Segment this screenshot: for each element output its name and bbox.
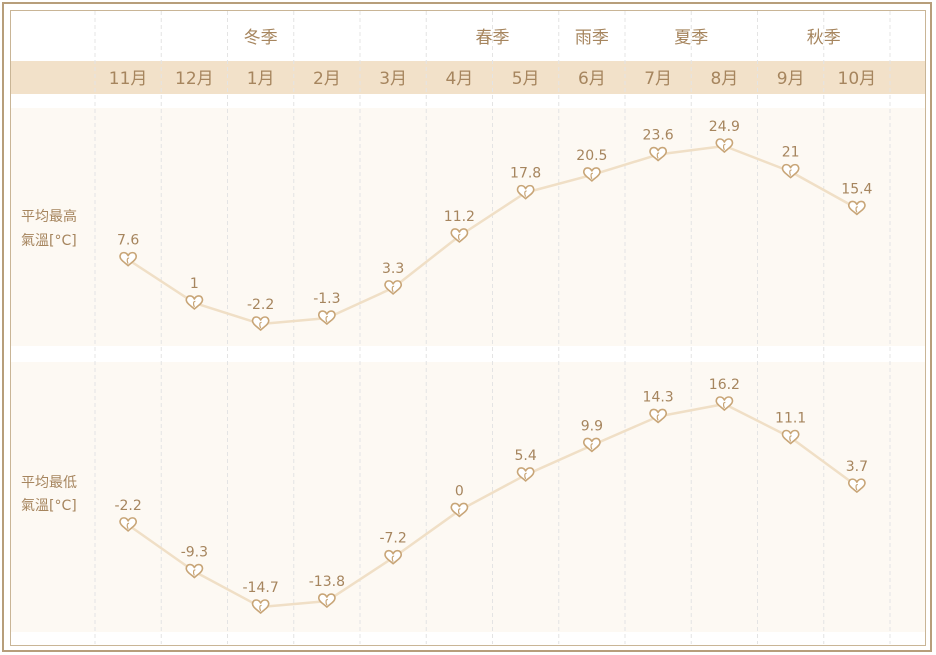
row-label-line: 氣溫[°C] <box>21 498 77 514</box>
heart-icon <box>318 593 336 608</box>
series-line <box>127 402 858 609</box>
data-label: 1 <box>190 276 199 292</box>
heart-icon <box>251 599 270 614</box>
month-label: 8月 <box>710 69 738 89</box>
heart-icon <box>649 146 667 162</box>
month-header: 11月 12月 1月 2月 3月 4月 5月 6月 7月 8月 9月 10月 <box>109 69 876 89</box>
data-label: 20.5 <box>576 148 607 164</box>
heart-icon <box>649 408 667 424</box>
month-label: 12月 <box>175 69 214 89</box>
season-label: 冬季 <box>244 28 278 48</box>
month-label: 10月 <box>838 69 877 89</box>
month-label: 4月 <box>445 69 473 89</box>
heart-icon <box>318 310 336 325</box>
season-label: 春季 <box>476 28 510 48</box>
plot-background <box>11 61 925 632</box>
row-label-line: 氣溫[°C] <box>21 233 77 249</box>
data-label: 15.4 <box>841 181 872 197</box>
row-label-line: 平均最高 <box>21 208 77 225</box>
month-label: 1月 <box>247 69 275 89</box>
heart-icon <box>516 467 535 482</box>
heart-icon <box>384 280 402 295</box>
data-label: -14.7 <box>243 580 279 596</box>
heart-icon <box>848 478 866 493</box>
heart-icon <box>119 251 137 267</box>
heart-icon <box>781 163 800 179</box>
data-label: -2.2 <box>247 297 274 313</box>
data-label: 23.6 <box>643 128 674 144</box>
data-label: 11.1 <box>775 411 806 427</box>
heart-icon <box>715 396 734 411</box>
season-label: 夏季 <box>674 28 708 48</box>
heart-icon <box>119 517 137 532</box>
series-layer: 7.6 1 -2.2 -1.3 3.3 11.2 17.8 20.5 23.6 24.9 21 15.… <box>114 119 873 614</box>
month-label: 2月 <box>313 69 341 89</box>
heart-icon <box>450 502 469 518</box>
data-label: 24.9 <box>709 119 740 135</box>
heart-icon <box>781 429 800 445</box>
season-label: 雨季 <box>575 28 609 48</box>
data-label: 16.2 <box>709 377 740 393</box>
heart-icon <box>715 138 734 153</box>
month-label: 3月 <box>379 69 407 89</box>
month-band <box>11 61 925 94</box>
month-label: 7月 <box>644 69 672 89</box>
series-line <box>127 144 858 326</box>
season-header: 冬季 春季 雨季 夏季 秋季 <box>244 28 841 48</box>
data-label: 7.6 <box>117 233 139 249</box>
heart-icon <box>384 549 402 565</box>
inner-frame <box>10 10 926 646</box>
month-label: 9月 <box>777 69 805 89</box>
data-label: -1.3 <box>313 291 340 307</box>
heart-icon <box>848 200 866 216</box>
row-label-line: 平均最低 <box>21 475 77 491</box>
data-label: 3.7 <box>846 459 868 475</box>
heart-icon <box>583 167 601 182</box>
data-label: 14.3 <box>643 389 674 405</box>
plot-area-low <box>11 362 925 632</box>
heart-icon <box>185 295 204 310</box>
season-label: 秋季 <box>807 28 841 48</box>
data-label: -7.2 <box>379 531 406 547</box>
data-label: 9.9 <box>581 418 603 434</box>
heart-icon <box>583 437 601 453</box>
data-label: 17.8 <box>510 166 541 182</box>
data-label: 5.4 <box>514 448 536 464</box>
data-label: 11.2 <box>444 209 475 225</box>
data-label: 3.3 <box>382 261 404 277</box>
heart-icon <box>251 316 270 331</box>
heart-icon <box>450 228 469 243</box>
heart-icon <box>516 184 535 200</box>
data-label: 0 <box>455 483 464 499</box>
data-label: -13.8 <box>309 574 345 590</box>
month-label: 5月 <box>512 69 540 89</box>
data-label: -9.3 <box>181 545 208 561</box>
data-label: 21 <box>782 145 800 161</box>
heart-icon <box>185 563 204 579</box>
month-label: 11月 <box>109 69 148 89</box>
plot-area-high <box>11 108 925 346</box>
column-gridlines <box>94 11 891 644</box>
month-label: 6月 <box>578 69 606 89</box>
data-label: -2.2 <box>114 498 141 514</box>
